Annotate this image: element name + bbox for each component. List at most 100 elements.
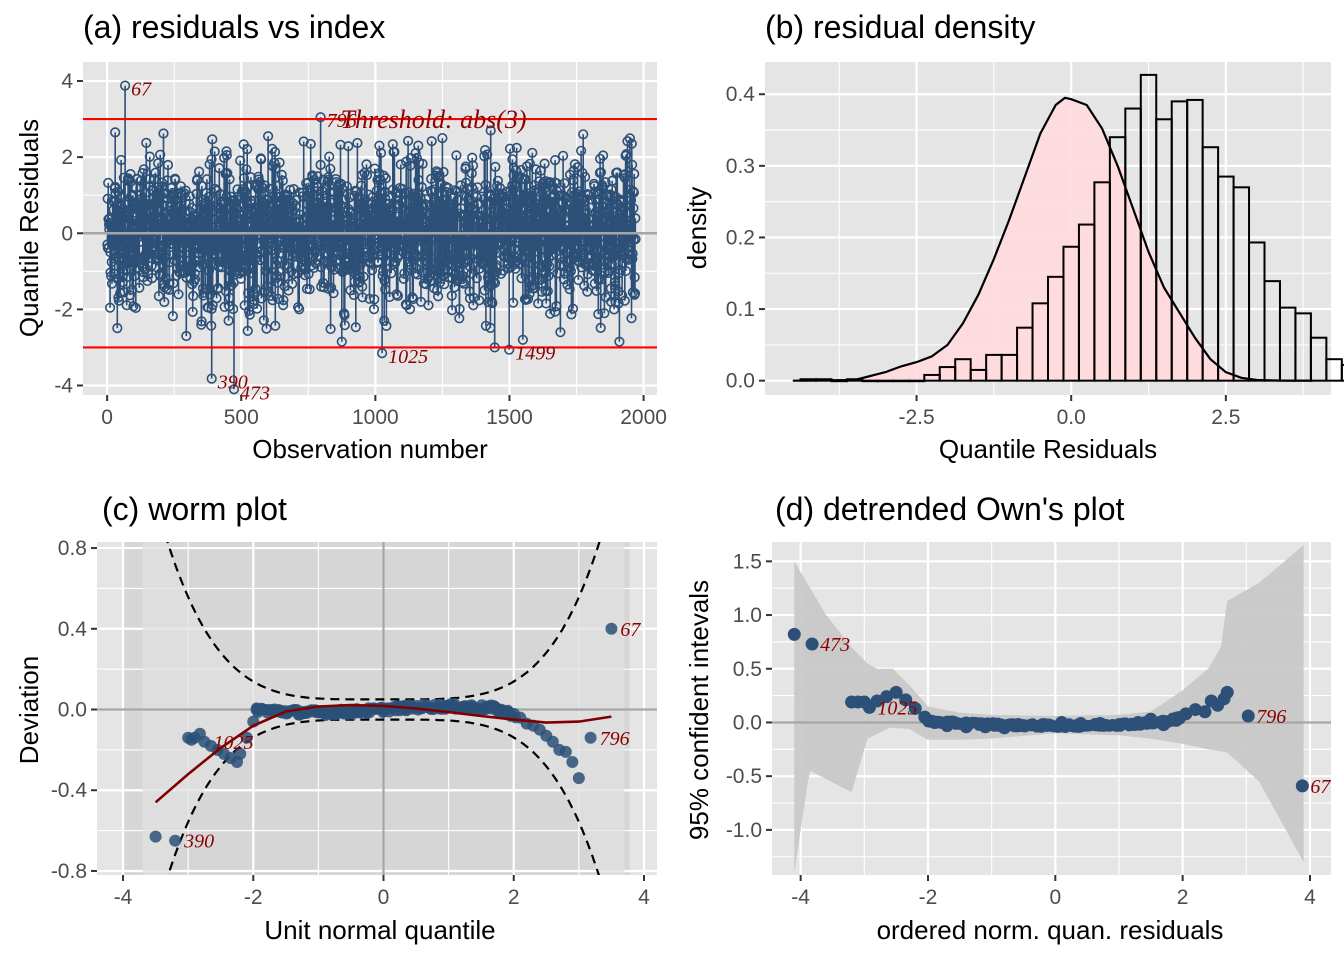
residual-point (341, 248, 352, 260)
residual-point (508, 163, 519, 174)
residual-point (230, 197, 241, 208)
residual-point (308, 262, 320, 274)
residual-point (298, 136, 309, 147)
residual-point (222, 203, 233, 214)
panel-d-ylabel: 95% confident intevals (684, 580, 714, 840)
residual-point (278, 295, 289, 306)
residual-point (595, 322, 606, 334)
residual-point (209, 146, 220, 157)
residual-point (369, 294, 380, 305)
residual-point (146, 206, 157, 217)
residual-point (243, 288, 254, 299)
residual-point (508, 297, 519, 308)
residual-point (229, 225, 240, 236)
x-tick-label: -2 (244, 886, 263, 909)
residual-point (356, 170, 368, 181)
residual-point (544, 261, 555, 272)
residual-point (203, 191, 214, 202)
residual-point (119, 206, 131, 217)
owns-point (1157, 718, 1171, 732)
residual-point (315, 112, 326, 123)
residual-point (583, 190, 595, 201)
residual-point (274, 218, 285, 229)
residual-point (499, 191, 510, 203)
residual-point (262, 281, 273, 292)
residual-point (589, 239, 601, 250)
y-tick-label: 0.1 (726, 298, 755, 321)
residual-point (164, 257, 175, 268)
y-tick-label: -0.5 (726, 765, 762, 788)
residual-point (603, 226, 614, 237)
residual-point (539, 158, 550, 169)
residual-point (603, 242, 614, 253)
x-tick-label: -2 (919, 886, 938, 909)
residual-point (190, 274, 201, 285)
residual-point (344, 192, 355, 203)
residual-point (485, 322, 496, 334)
residual-point (202, 216, 214, 227)
residual-point (191, 188, 202, 199)
residual-point (394, 199, 405, 210)
residual-point (262, 195, 273, 206)
residual-point (478, 248, 489, 259)
residual-point (491, 260, 502, 271)
residual-point (564, 284, 575, 295)
panel-d-title: (d) detrended Own's plot (775, 491, 1125, 527)
residual-point (281, 260, 292, 271)
residual-point (545, 308, 556, 319)
residual-point (427, 264, 438, 275)
panel-residuals-vs-index: (a) residuals vs index 0 500 1000 1500 2000 -… (14, 9, 667, 464)
residual-point (159, 296, 170, 308)
residual-point (590, 194, 602, 205)
residual-point (464, 261, 475, 272)
x-tick-label: 1000 (352, 406, 399, 429)
residual-point (110, 195, 121, 206)
residual-point (240, 259, 251, 270)
residual-point (458, 278, 470, 289)
residual-point (222, 168, 233, 179)
residual-point (121, 300, 132, 311)
y-tick-label: -1.0 (726, 819, 762, 842)
residual-point (318, 277, 329, 288)
residual-point (326, 282, 337, 293)
residual-point (312, 186, 323, 197)
residual-point (441, 212, 452, 223)
residual-point (370, 199, 381, 210)
residual-point (517, 334, 529, 345)
residual-point (371, 195, 382, 207)
owns-point (1169, 713, 1183, 727)
residual-point (129, 242, 140, 253)
residual-point (117, 277, 128, 288)
residual-point (463, 255, 474, 266)
panel-d-xlabel: ordered norm. quan. residuals (877, 915, 1224, 945)
residual-point (358, 271, 369, 282)
residual-point (438, 166, 449, 178)
panel-a-ylabel: Quantile Residuals (14, 119, 44, 337)
point-label: 1025 (877, 697, 917, 719)
residual-point (224, 292, 235, 304)
residual-point (104, 302, 116, 313)
residual-point (209, 183, 221, 194)
residual-point (457, 276, 468, 288)
residual-point (263, 131, 274, 142)
residual-point (629, 288, 641, 299)
y-tick-label: 0.4 (58, 618, 88, 641)
residual-point (355, 259, 367, 270)
residual-point (152, 190, 163, 201)
owns-point (908, 702, 922, 715)
histogram-bar (861, 379, 879, 383)
residual-point (188, 290, 199, 302)
residual-point (244, 309, 255, 320)
panel-a-xlabel: Observation number (252, 434, 488, 464)
residual-point (425, 252, 436, 263)
residual-point (204, 159, 215, 170)
owns-points (787, 627, 1309, 793)
residual-point (431, 166, 442, 177)
point-label: 67 (620, 619, 641, 641)
residual-point (399, 268, 410, 279)
residual-point (134, 282, 145, 293)
residual-point (628, 203, 639, 214)
owns-point (1074, 717, 1088, 731)
residual-point (630, 234, 641, 245)
residual-point (471, 273, 482, 284)
